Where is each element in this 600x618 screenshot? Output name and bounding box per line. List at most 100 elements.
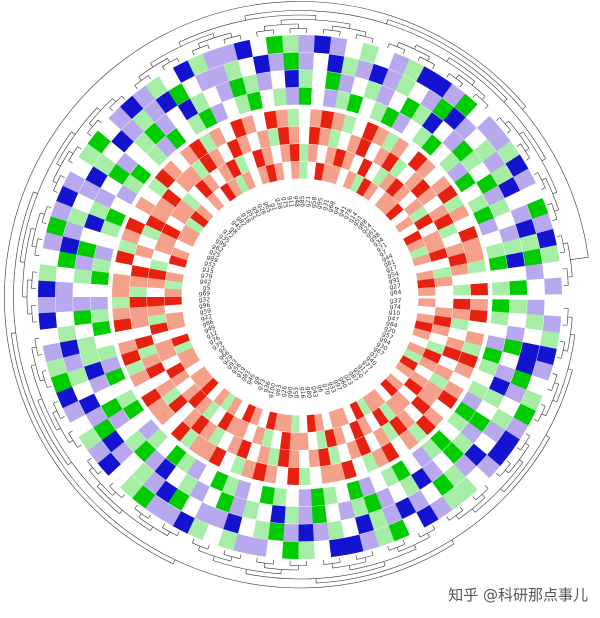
heat-cell xyxy=(207,426,226,447)
gene-label: g76 xyxy=(208,335,222,347)
heat-cell xyxy=(165,444,187,467)
heat-cell xyxy=(298,126,310,144)
heat-cell xyxy=(252,112,268,132)
dendro-branch xyxy=(67,461,72,466)
heat-cell xyxy=(482,420,506,443)
heat-cell xyxy=(286,467,299,485)
heat-cell xyxy=(55,310,75,328)
heat-cell xyxy=(432,97,455,121)
heat-cell xyxy=(246,131,262,152)
dendro-arc xyxy=(556,334,576,402)
heat-cell xyxy=(520,183,543,205)
heat-cell xyxy=(351,456,368,477)
heat-cell xyxy=(233,419,250,439)
dendro-branch xyxy=(471,81,476,86)
heat-cell xyxy=(355,138,372,158)
heat-cell xyxy=(423,407,444,428)
dendro-arc xyxy=(388,543,405,551)
dendro-branch xyxy=(230,556,233,562)
heat-cell xyxy=(252,148,266,168)
dendro-branch xyxy=(455,74,459,79)
heat-cell xyxy=(464,128,488,151)
heat-cell xyxy=(223,60,243,82)
dendro-arc xyxy=(356,555,374,560)
heat-cell xyxy=(263,464,278,484)
heat-cell xyxy=(120,95,144,119)
heat-cell xyxy=(299,144,309,162)
heat-cell xyxy=(165,466,187,489)
heat-cell xyxy=(461,391,483,412)
heat-cell xyxy=(233,39,254,61)
heat-cell xyxy=(409,205,429,224)
dendro-arc xyxy=(387,19,589,258)
dendro-branch xyxy=(417,533,421,538)
heat-cell xyxy=(137,418,160,440)
heat-cell xyxy=(350,76,370,98)
heat-cell xyxy=(307,144,319,163)
dendro-branch xyxy=(396,42,399,47)
heat-cell xyxy=(282,414,292,433)
heat-cell xyxy=(125,216,146,235)
heat-cell xyxy=(443,107,467,131)
heat-cell xyxy=(507,265,527,282)
heat-cell xyxy=(341,56,360,77)
heat-cell xyxy=(241,115,257,135)
heat-cell xyxy=(298,467,311,485)
dendro-arc xyxy=(88,98,113,124)
gene-label: g95 xyxy=(316,197,325,210)
dendro-arc xyxy=(245,565,386,580)
heat-cell xyxy=(78,393,101,415)
dendro-branch xyxy=(451,539,455,545)
heat-cell xyxy=(445,336,465,352)
heat-cell xyxy=(42,342,63,362)
heat-cell xyxy=(452,298,471,311)
heat-cell xyxy=(225,158,242,179)
heat-cell xyxy=(208,127,227,148)
heat-cell xyxy=(423,380,444,399)
heat-cell xyxy=(241,403,256,423)
heat-cell xyxy=(298,524,314,542)
dendro-arc xyxy=(356,34,374,39)
dendro-arc xyxy=(223,34,241,40)
gene-label: g15 xyxy=(202,265,215,275)
dendro-arc xyxy=(522,131,558,193)
heat-cell xyxy=(272,487,287,507)
heat-cell xyxy=(391,112,412,134)
heat-cell xyxy=(122,399,145,420)
heat-cell xyxy=(298,450,310,468)
heat-cell xyxy=(510,369,532,390)
heat-cell xyxy=(324,428,338,448)
heat-cell xyxy=(374,191,393,211)
gene-label: g57 xyxy=(381,330,394,341)
heat-cell xyxy=(434,276,453,288)
heat-cell xyxy=(92,320,111,337)
dendro-branch xyxy=(541,158,546,162)
heat-cell xyxy=(398,384,417,403)
heat-cell xyxy=(38,311,58,330)
heatmap xyxy=(38,35,562,559)
heat-cell xyxy=(201,524,224,546)
dendro-arc xyxy=(41,371,48,388)
dendro-arc xyxy=(475,488,489,501)
gene-label: g53 xyxy=(293,387,300,399)
dendro-arc xyxy=(68,433,78,448)
heat-cell xyxy=(242,74,260,94)
heat-cell xyxy=(171,247,190,261)
heat-cell xyxy=(154,113,177,136)
heat-cell xyxy=(454,401,476,423)
dendro-branch xyxy=(505,469,509,474)
dendro-branch xyxy=(96,107,101,111)
heat-cell xyxy=(134,131,157,154)
heat-cell xyxy=(76,335,97,354)
heat-cell xyxy=(155,480,178,503)
dendro-branch xyxy=(505,120,509,125)
dendro-branch xyxy=(52,180,57,184)
heat-cell xyxy=(150,370,171,389)
heat-cell xyxy=(242,423,258,443)
heat-cell xyxy=(175,452,197,474)
dendro-arc xyxy=(458,74,486,97)
heat-cell xyxy=(132,325,152,340)
heat-cell xyxy=(101,429,125,453)
heat-cell xyxy=(349,401,365,421)
dendro-branch xyxy=(522,106,527,110)
